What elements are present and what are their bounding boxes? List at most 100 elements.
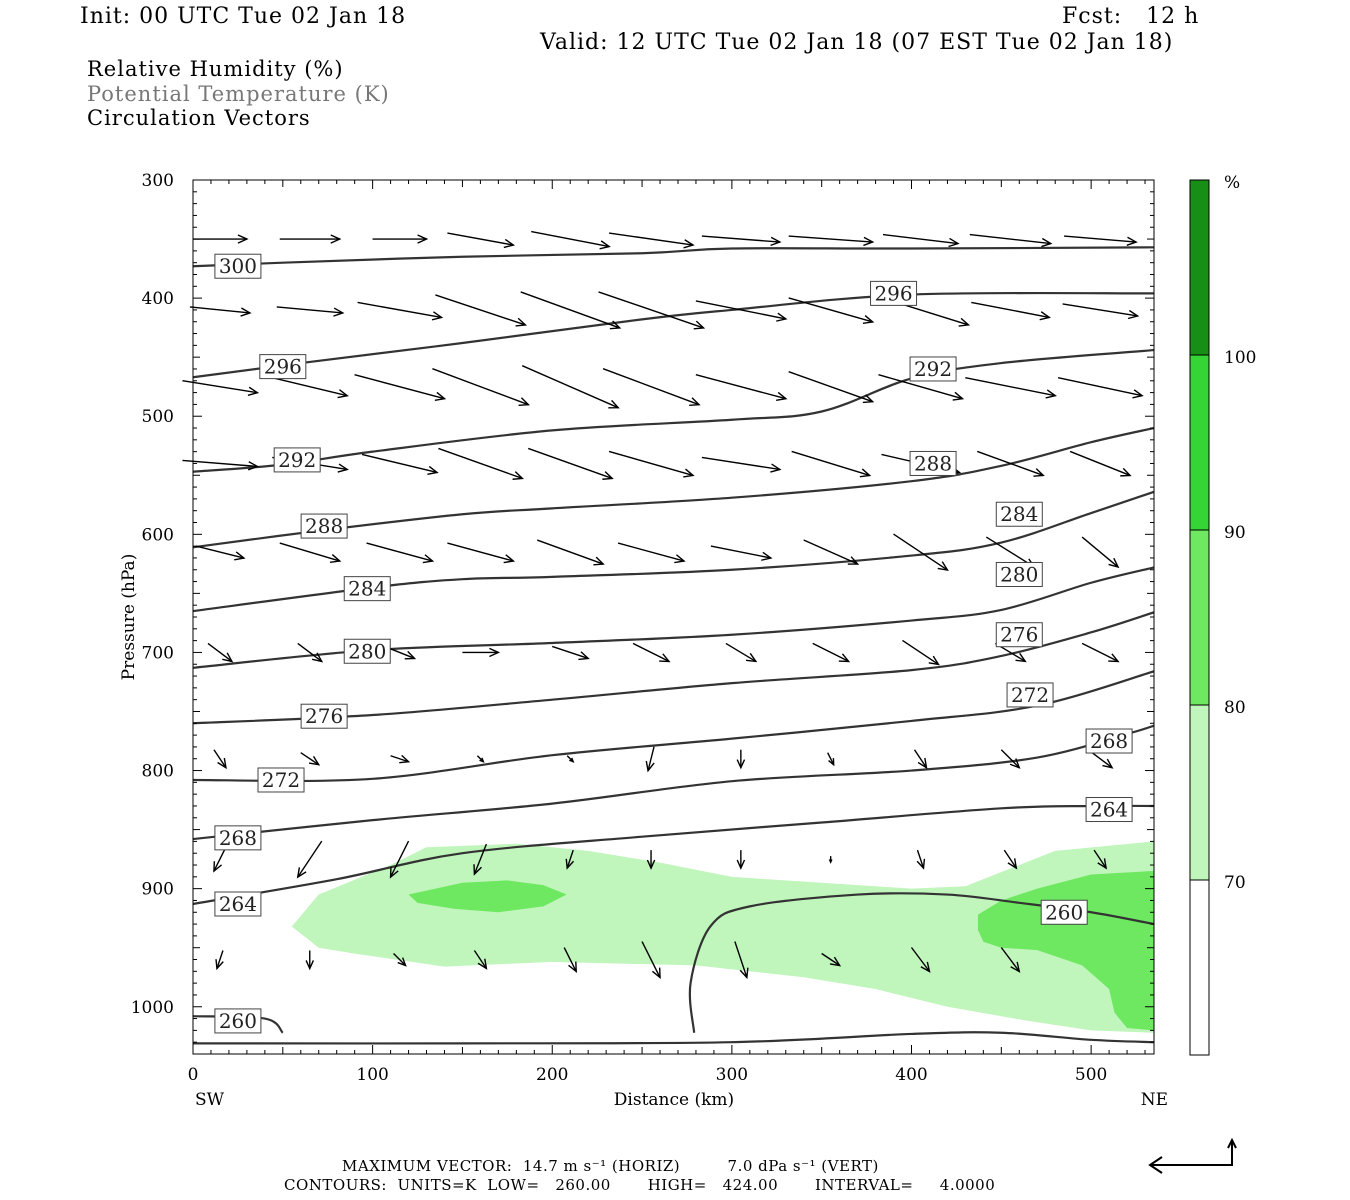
vector-head <box>237 234 249 244</box>
vector-shaft <box>608 232 694 246</box>
vector-arrow <box>602 368 701 407</box>
vector-arrow <box>182 379 260 396</box>
vector-shaft <box>473 843 488 875</box>
vector-head <box>565 858 575 870</box>
contour-label-text: 300 <box>219 254 257 278</box>
colorbar-segment <box>1189 879 1210 1056</box>
vector-head <box>683 239 695 249</box>
vector-head <box>1015 652 1027 663</box>
vector-arrow <box>393 953 407 967</box>
contour-label-box <box>300 703 348 729</box>
vector-head <box>1102 758 1114 769</box>
vector-head <box>1010 961 1021 973</box>
vector-shaft <box>189 306 251 314</box>
vector-arrow <box>617 542 686 564</box>
vector-arrow <box>279 542 342 564</box>
contour-label-box <box>259 354 307 380</box>
vector-arrow <box>531 230 611 250</box>
vector-arrow <box>438 447 525 480</box>
theta-contour-260 <box>192 1015 284 1034</box>
vector-arrow <box>215 950 224 971</box>
contour-label-296: 296 <box>870 280 918 306</box>
vector-arrow <box>1069 450 1132 477</box>
contour-label-box <box>343 576 391 602</box>
vector-head <box>422 554 435 564</box>
vector-shaft <box>1081 642 1119 663</box>
vector-shaft <box>521 365 619 409</box>
vector-shaft <box>791 450 870 477</box>
vector-arrow <box>788 297 875 325</box>
vector-head <box>1120 467 1132 477</box>
vector-shaft <box>1000 749 1020 769</box>
contour-label-text: 288 <box>914 451 952 475</box>
vector-shaft <box>213 846 227 872</box>
vector-shaft <box>1003 849 1017 869</box>
vector-head <box>1045 389 1057 399</box>
vector-arrow <box>828 856 833 864</box>
x-tick-label: 500 <box>1075 1065 1107 1085</box>
rh-shading <box>291 841 1154 1033</box>
vector-head <box>399 754 411 764</box>
vector-shaft <box>701 456 780 471</box>
vector-arrow <box>366 542 435 564</box>
vector-shaft <box>701 235 780 243</box>
vector-arrow <box>608 232 695 249</box>
vector-arrow <box>1000 749 1021 769</box>
vector-head <box>1007 858 1018 870</box>
x-axis-title: Distance (km) <box>614 1090 734 1110</box>
vector-shaft <box>695 374 787 400</box>
contours-text: CONTOURS: UNITS=K LOW= 260.00 HIGH= 424.… <box>284 1176 996 1194</box>
vector-shaft <box>447 542 514 562</box>
vector-shaft <box>602 368 700 406</box>
vector-arrow <box>272 377 349 399</box>
theta-contour-base <box>192 1031 1155 1045</box>
vector-head <box>776 312 788 322</box>
vector-shaft <box>354 374 445 400</box>
vector-head <box>1039 311 1051 321</box>
contour-label-260: 260 <box>214 1008 262 1034</box>
vector-arrow <box>646 850 656 870</box>
vector-shaft <box>971 301 1050 319</box>
colorbar-segment <box>1189 529 1210 706</box>
theta-contour-292 <box>192 348 1155 473</box>
vector-shaft <box>821 952 841 967</box>
y-tick-label: 800 <box>142 762 174 782</box>
legend-vectors: Circulation Vectors <box>87 106 311 130</box>
contour-label-272: 272 <box>1006 682 1054 708</box>
contour-label-296: 296 <box>259 354 307 380</box>
vector-arrow <box>432 368 530 407</box>
vector-shaft <box>213 749 227 769</box>
vector-arrow <box>701 235 782 247</box>
vector-shaft <box>710 545 771 559</box>
vector-shaft <box>432 368 529 406</box>
max-vector-text: MAXIMUM VECTOR: 14.7 m s⁻¹ (HORIZ) 7.0 d… <box>342 1157 879 1175</box>
vector-arrow <box>827 752 835 767</box>
contour-label-284: 284 <box>343 576 391 602</box>
vector-arrow <box>300 752 321 766</box>
contour-label-box <box>1040 899 1088 925</box>
vector-head <box>397 957 407 967</box>
vector-shaft <box>734 941 748 978</box>
vector-shaft <box>788 297 873 323</box>
contour-label-box <box>257 767 305 793</box>
contour-label-text: 272 <box>1011 683 1049 707</box>
contour-label-box <box>1085 728 1133 754</box>
vector-arrow <box>207 642 234 663</box>
vector-head <box>477 958 488 970</box>
contour-label-box <box>1006 682 1054 708</box>
vector-head <box>948 237 960 248</box>
theta-contour-296 <box>192 291 1155 379</box>
vector-head <box>761 551 773 561</box>
vector-arrow <box>788 235 875 247</box>
vector-shaft <box>297 642 323 662</box>
vector-head <box>838 653 851 663</box>
vector-head <box>1033 468 1045 477</box>
vector-shaft <box>608 450 694 477</box>
vector-head <box>736 759 746 770</box>
contour-label-text: 272 <box>262 768 300 792</box>
contour-label-text: 292 <box>914 357 952 381</box>
vector-head <box>739 967 749 980</box>
vector-arrow <box>476 755 485 763</box>
vector-arrow <box>296 840 323 879</box>
